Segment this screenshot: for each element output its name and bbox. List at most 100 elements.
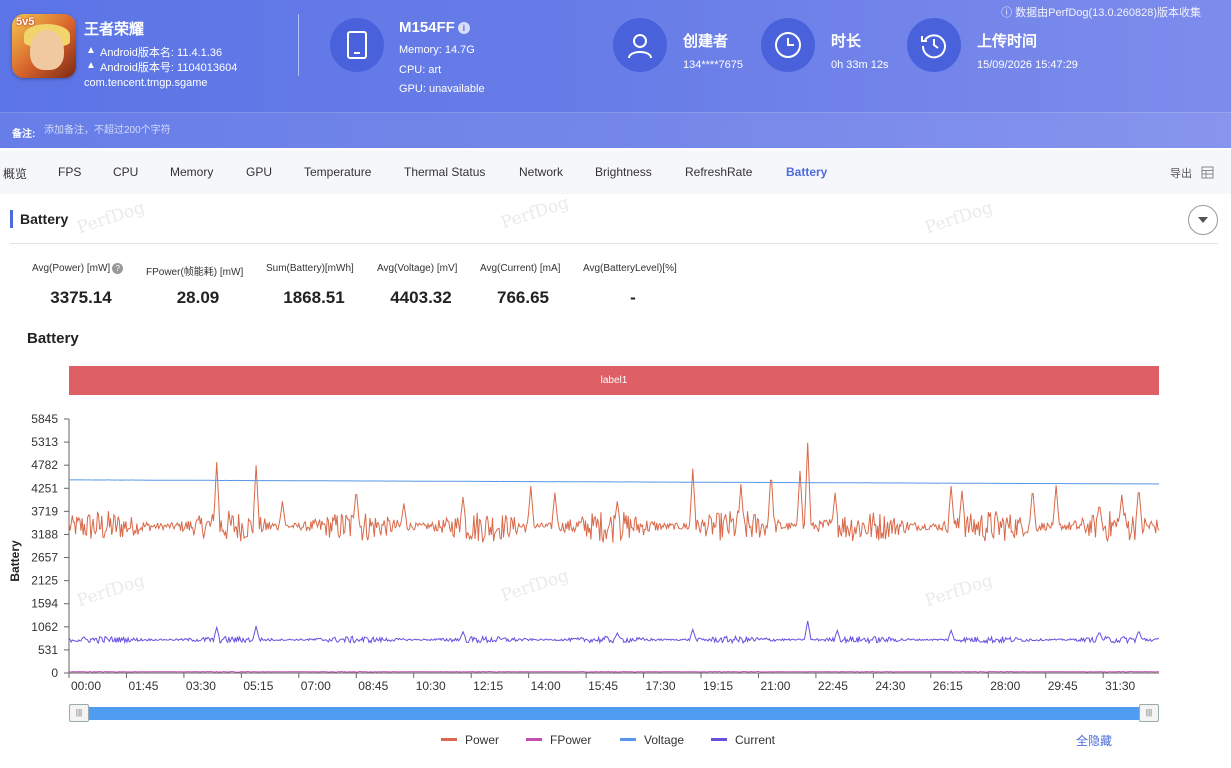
metric-value: 3375.14 xyxy=(50,288,112,307)
legend-voltage[interactable]: Voltage xyxy=(620,733,684,747)
info-icon: ⓘ xyxy=(1001,7,1016,19)
time-range-slider[interactable]: ||| ||| xyxy=(69,704,1159,722)
creator-value: 134****7675 xyxy=(683,59,743,71)
x-tick-label: 12:15 xyxy=(473,679,503,693)
metric-value: 28.09 xyxy=(176,288,220,307)
tab-cpu[interactable]: CPU xyxy=(113,165,139,179)
hide-all-button[interactable]: 全隐藏 xyxy=(1076,734,1113,748)
x-tick-label: 31:30 xyxy=(1105,679,1135,693)
legend-fpower[interactable]: FPower xyxy=(526,733,591,747)
metric-label: Avg(BatteryLevel)[%] xyxy=(583,263,677,274)
upload-value: 15/09/2026 15:47:29 xyxy=(977,59,1078,71)
slider-handle-left[interactable]: ||| xyxy=(69,704,89,722)
user-icon xyxy=(613,18,667,72)
metric-value: - xyxy=(630,288,636,307)
app-name: 王者荣耀 xyxy=(84,21,145,38)
table-icon xyxy=(1201,166,1214,179)
chevron-down-icon xyxy=(1198,217,1208,223)
tab-refresh-rate[interactable]: RefreshRate xyxy=(685,165,753,179)
metric-label: Avg(Voltage) [mV] xyxy=(377,263,458,274)
creator-title: 创建者 xyxy=(683,33,729,50)
section-title: Battery xyxy=(20,211,69,227)
android-version-code: Android版本号: 1104013604 xyxy=(100,62,238,74)
package-name: com.tencent.tmgp.sgame xyxy=(84,77,208,89)
x-tick-label: 28:00 xyxy=(990,679,1020,693)
x-tick-label: 03:30 xyxy=(186,679,216,693)
tab-fps[interactable]: FPS xyxy=(58,165,82,179)
x-tick-label: 26:15 xyxy=(933,679,963,693)
phone-icon xyxy=(330,18,384,72)
tab-network[interactable]: Network xyxy=(519,165,564,179)
x-tick-label: 08:45 xyxy=(358,679,388,693)
x-tick-label: 17:30 xyxy=(646,679,676,693)
label-band[interactable]: label1 xyxy=(69,366,1159,395)
watermark: PerfDog xyxy=(922,197,996,239)
duration-title: 时长 xyxy=(831,33,862,50)
slider-track[interactable] xyxy=(69,707,1159,720)
x-tick-label: 05:15 xyxy=(243,679,273,693)
series-line-fpower xyxy=(68,670,1160,673)
tab-brightness[interactable]: Brightness xyxy=(595,165,652,179)
y-tick-label: 3719 xyxy=(31,504,58,518)
tab-temperature[interactable]: Temperature xyxy=(304,165,372,179)
metric-value: 4403.32 xyxy=(390,288,452,307)
info-icon[interactable]: i xyxy=(457,22,470,34)
app-icon: 5v5 xyxy=(12,14,76,78)
series-line-power xyxy=(68,442,1160,543)
x-tick-label: 10:30 xyxy=(416,679,446,693)
device-gpu: GPU: unavailable xyxy=(399,83,485,95)
android-icon: ▲ xyxy=(86,45,96,56)
header-divider xyxy=(298,14,299,76)
metric-label: Avg(Power) [mW]? xyxy=(32,263,124,274)
collection-notice: ⓘ 数据由PerfDog(13.0.260828)版本收集 xyxy=(1001,7,1201,19)
y-tick-label: 1062 xyxy=(31,620,58,634)
y-tick-label: 3188 xyxy=(31,527,58,541)
metric-label: FPower(帧能耗) [mW] xyxy=(146,267,244,278)
upload-title: 上传时间 xyxy=(977,33,1038,50)
y-tick-label: 1594 xyxy=(31,597,58,611)
tab-overview[interactable]: 概览 xyxy=(3,167,28,181)
export-button[interactable]: 导出 xyxy=(1170,165,1214,181)
device-name: M154FF i xyxy=(399,19,470,36)
y-tick-label: 2657 xyxy=(31,551,58,565)
remark-input[interactable] xyxy=(44,121,444,139)
x-tick-label: 00:00 xyxy=(71,679,101,693)
tab-thermal-status[interactable]: Thermal Status xyxy=(404,165,486,179)
y-axis-title: Battery xyxy=(8,540,22,582)
remark-bar xyxy=(0,112,1231,149)
x-tick-label: 19:15 xyxy=(703,679,733,693)
x-tick-label: 01:45 xyxy=(128,679,158,693)
y-tick-label: 4251 xyxy=(31,481,58,495)
x-tick-label: 21:00 xyxy=(760,679,790,693)
tab-memory[interactable]: Memory xyxy=(170,165,214,179)
x-tick-label: 15:45 xyxy=(588,679,618,693)
metric-value: 1868.51 xyxy=(283,288,345,307)
x-tick-label: 07:00 xyxy=(301,679,331,693)
x-tick-label: 22:45 xyxy=(818,679,848,693)
android-version-name: Android版本名: 11.4.1.36 xyxy=(100,47,223,59)
android-icon: ▲ xyxy=(86,60,96,71)
legend-power[interactable]: Power xyxy=(441,733,499,747)
app-icon-badge: 5v5 xyxy=(16,16,35,28)
remark-label: 备注: xyxy=(12,129,36,140)
battery-chart[interactable]: 5845 5313 4782 4251 3719 3188 2657 2125 1594 1062… xyxy=(0,395,1231,700)
tab-battery[interactable]: Battery xyxy=(786,165,828,179)
legend-current[interactable]: Current xyxy=(711,733,775,747)
chart-title: Battery xyxy=(27,330,79,347)
report-header: ⓘ 数据由PerfDog(13.0.260828)版本收集 5v5 王者荣耀 ▲… xyxy=(0,0,1231,149)
section-divider xyxy=(10,243,1218,244)
metric-value: 766.65 xyxy=(497,288,549,307)
y-tick-label: 5313 xyxy=(31,435,58,449)
series-line-voltage xyxy=(68,479,1160,485)
x-tick-label: 24:30 xyxy=(875,679,905,693)
help-icon[interactable]: ? xyxy=(112,263,124,274)
section-accent xyxy=(10,210,13,228)
slider-handle-right[interactable]: ||| xyxy=(1139,704,1159,722)
series-line-current xyxy=(68,620,1160,645)
history-icon xyxy=(907,18,961,72)
y-tick-label: 5845 xyxy=(31,412,58,426)
metric-tabs xyxy=(0,150,1231,194)
metric-label: Sum(Battery)[mWh] xyxy=(266,263,354,274)
tab-gpu[interactable]: GPU xyxy=(246,165,273,179)
collapse-button[interactable] xyxy=(1188,205,1218,235)
